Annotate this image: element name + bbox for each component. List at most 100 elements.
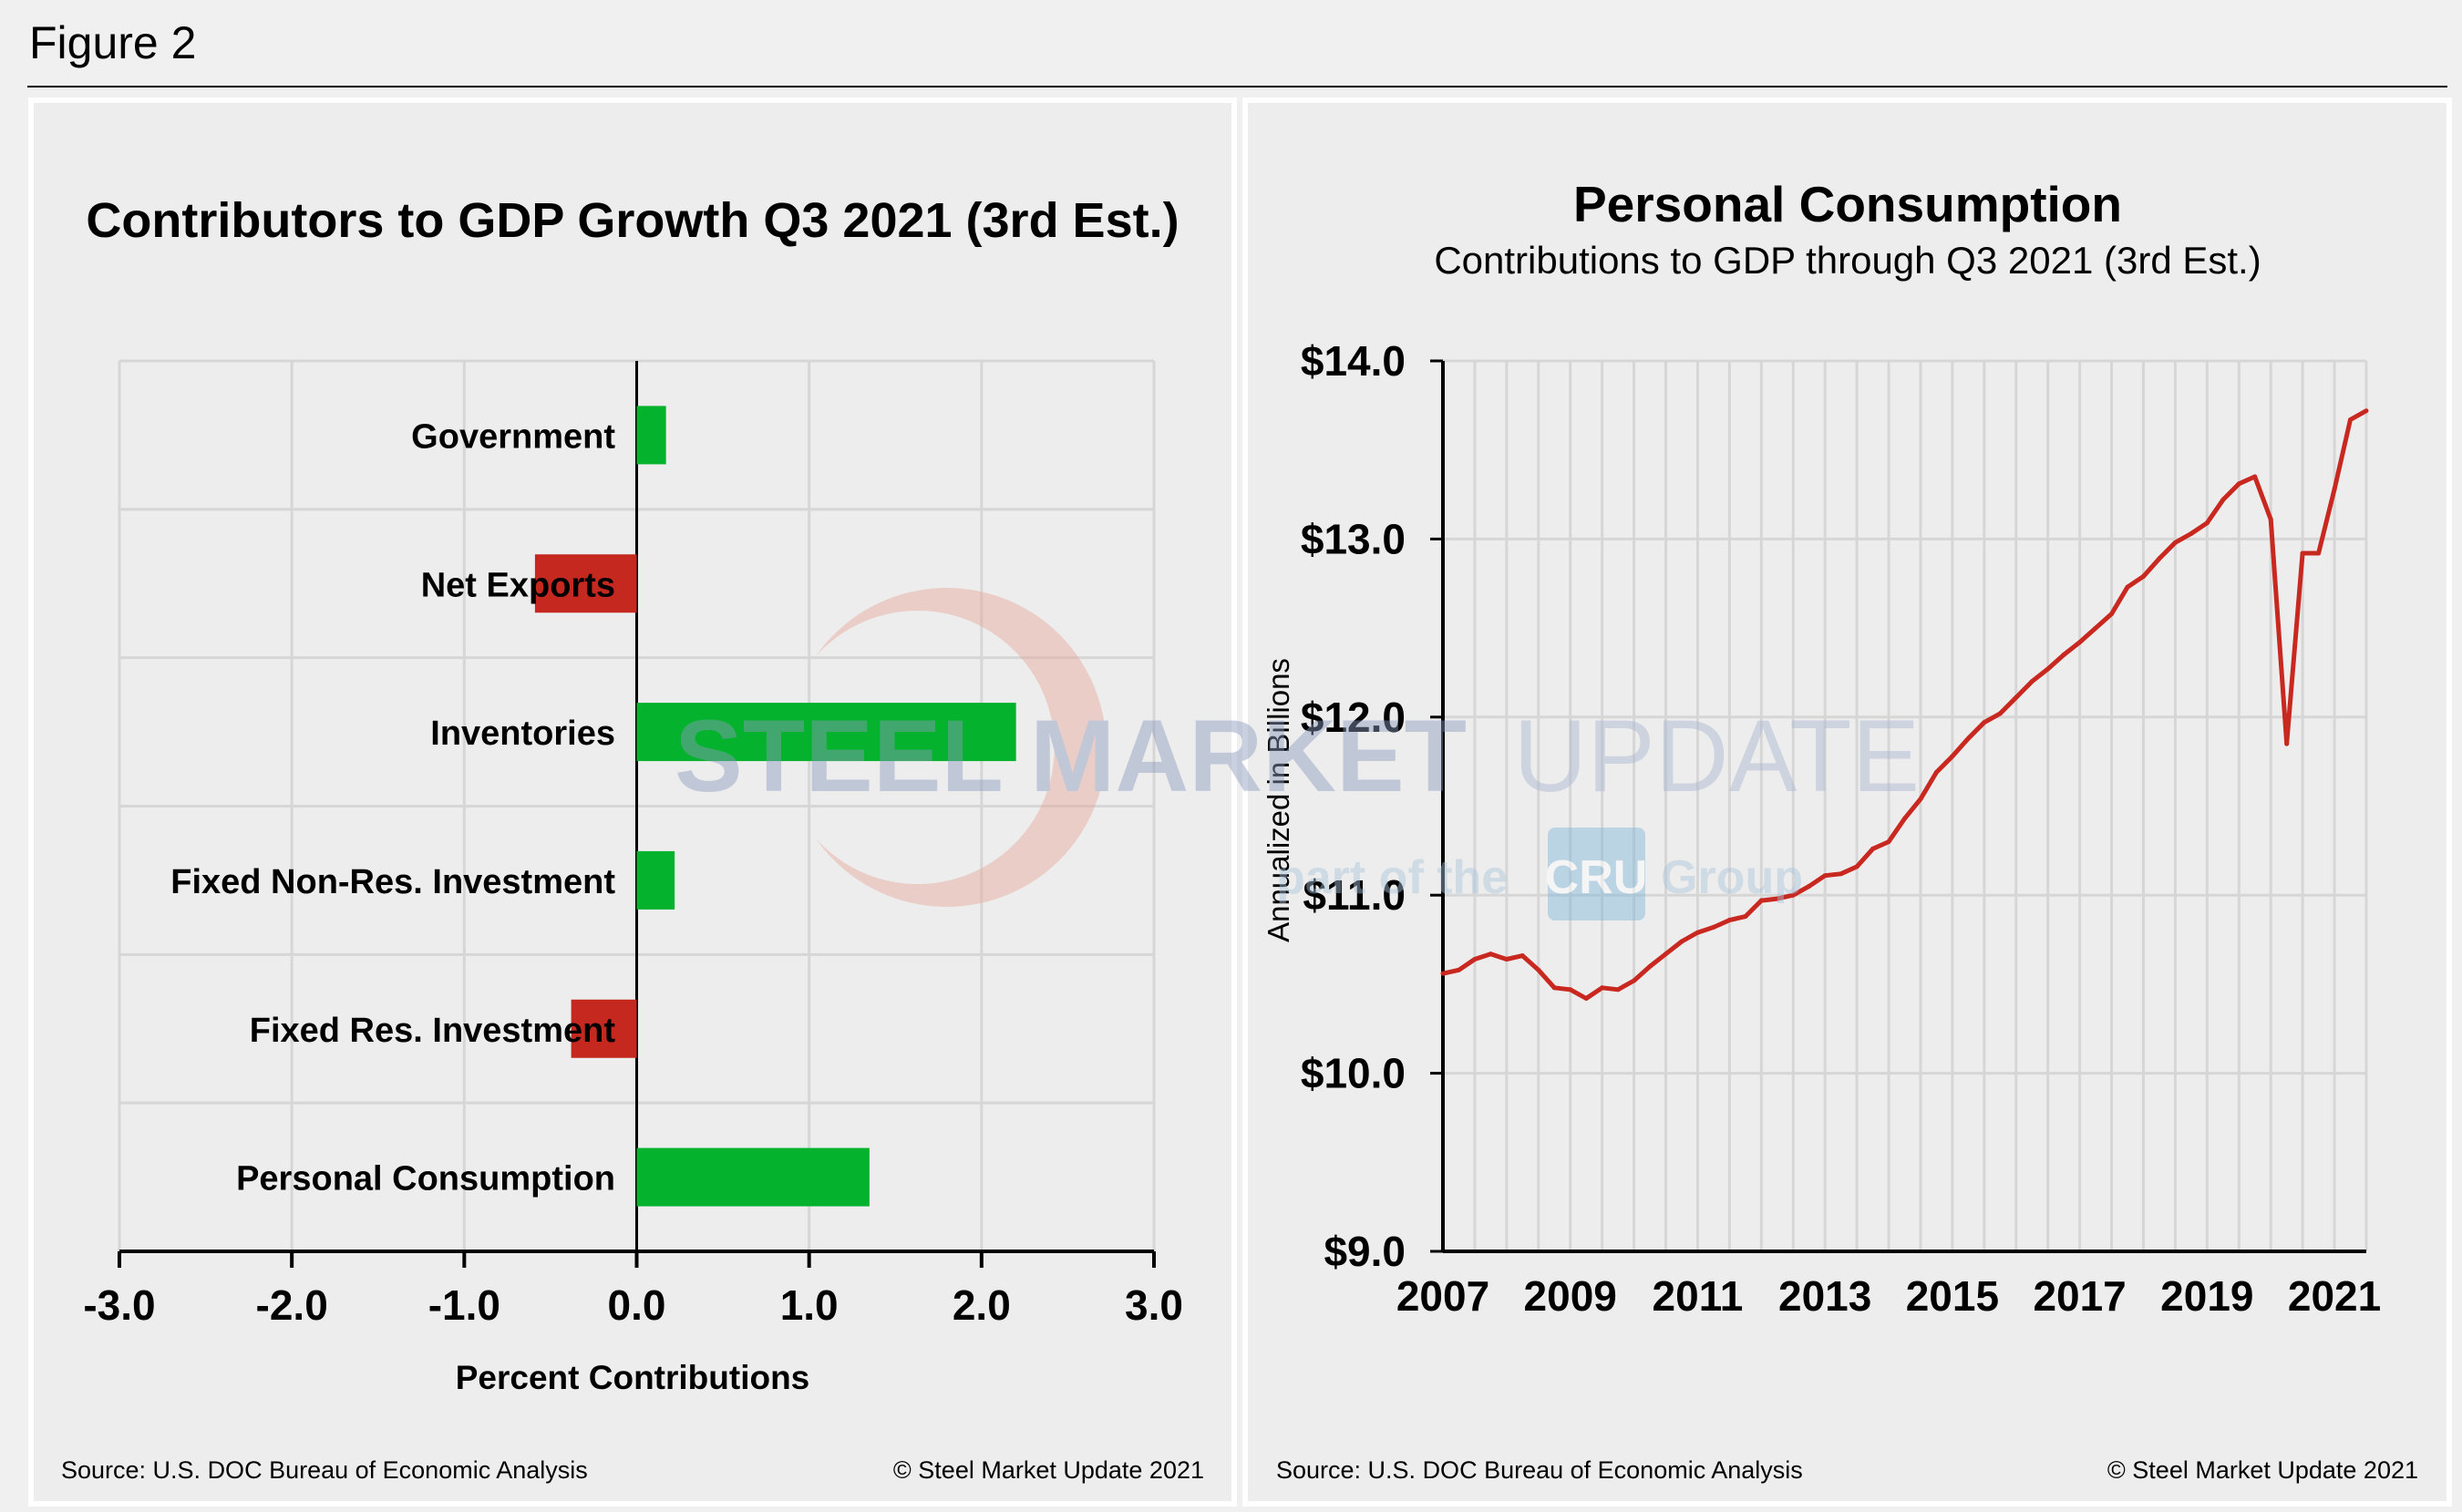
bar-fixed-res-investment	[571, 999, 637, 1058]
right-copyright: © Steel Market Update 2021	[2107, 1456, 2418, 1484]
data-point	[1568, 987, 1573, 993]
x-tick-label: 2.0	[953, 1281, 1011, 1329]
category-label: Personal Consumption	[236, 1160, 615, 1198]
data-point	[2125, 584, 2130, 590]
data-point	[2348, 417, 2354, 422]
category-label: Inventories	[430, 715, 615, 753]
data-point	[1536, 967, 1541, 972]
left-copyright: © Steel Market Update 2021	[893, 1456, 1204, 1484]
y-tick-label: $10.0	[1301, 1050, 1406, 1097]
data-point	[1965, 735, 1971, 741]
data-point	[1758, 898, 1764, 903]
y-tick-label: $12.0	[1301, 694, 1406, 741]
y-tick-label: $9.0	[1324, 1228, 1406, 1275]
data-point	[1854, 864, 1859, 869]
data-point	[1918, 797, 1923, 802]
data-point	[1822, 873, 1828, 879]
figure-label: Figure 2	[29, 17, 196, 68]
bar-inventories	[636, 703, 1016, 762]
category-label: Net Exports	[421, 566, 615, 604]
bar-chart-x-axis-label: Percent Contributions	[456, 1359, 810, 1396]
data-point	[1600, 985, 1605, 991]
data-point	[2284, 741, 2290, 746]
right-panel-frame	[1242, 98, 2452, 1507]
watermark-arc-icon	[816, 588, 1107, 907]
data-point	[1551, 985, 1557, 991]
line-chart-grid	[1443, 359, 2368, 1251]
data-point	[2029, 679, 2034, 684]
data-point	[2077, 640, 2083, 645]
data-point	[2172, 540, 2178, 545]
watermark-cru-text: CRU	[1545, 851, 1648, 904]
data-point	[2093, 625, 2098, 631]
bar-net-exports	[534, 554, 637, 613]
data-point	[1726, 918, 1732, 923]
x-tick-label: -3.0	[83, 1281, 155, 1329]
right-source: Source: U.S. DOC Bureau of Economic Anal…	[1276, 1456, 1803, 1484]
data-point	[1950, 754, 1955, 759]
watermark-subtext-b: Group	[1661, 851, 1803, 904]
data-point	[2364, 408, 2369, 414]
data-point	[2061, 652, 2066, 657]
y-tick-label: $14.0	[1301, 337, 1406, 385]
y-tick-label: $11.0	[1303, 871, 1406, 919]
left-panel: Contributors to GDP Growth Q3 2021 (3rd …	[28, 98, 1237, 1507]
data-point	[1711, 924, 1716, 930]
bar-chart-title: Contributors to GDP Growth Q3 2021 (3rd …	[86, 193, 1179, 248]
data-point	[2316, 550, 2322, 556]
x-tick-label: 2021	[2288, 1272, 2381, 1320]
data-point	[1519, 953, 1525, 959]
data-point	[2189, 531, 2194, 537]
right-panel: Personal Consumption Contributions to GD…	[1242, 98, 2452, 1507]
data-point	[1504, 957, 1509, 962]
data-point	[1456, 967, 1461, 972]
x-tick-label: -2.0	[256, 1281, 328, 1329]
data-point	[2157, 556, 2162, 561]
watermark-subtext-a: part of the	[1276, 851, 1508, 904]
data-point	[1870, 846, 1876, 851]
category-label: Government	[411, 417, 615, 456]
data-point	[1615, 987, 1621, 993]
x-tick-label: 2017	[2033, 1272, 2126, 1320]
data-point	[1839, 871, 1844, 877]
category-label: Fixed Res. Investment	[250, 1012, 616, 1050]
watermark-cru-box	[1548, 828, 1645, 921]
line-chart-points	[1440, 408, 2369, 1002]
data-point	[1695, 930, 1700, 935]
data-point	[2109, 611, 2115, 616]
data-point	[1679, 939, 1684, 944]
data-point	[1583, 996, 1589, 1002]
y-tick-label: $13.0	[1301, 515, 1406, 562]
line-chart-y-axis-label: Annualized in Billions	[1262, 658, 1295, 942]
watermark-text: STEEL MARKET UPDATE	[675, 699, 1920, 813]
x-tick-label: 2007	[1396, 1272, 1489, 1320]
bar-government	[636, 406, 666, 465]
data-point	[2204, 520, 2210, 526]
line-chart-ticks: $9.0 $10.0 $11.0 $12.0 $13.0 $14.0 2007 2009 201…	[1301, 337, 2381, 1320]
x-tick-label: 0.0	[608, 1281, 666, 1329]
data-point	[1647, 963, 1653, 969]
data-point	[2252, 474, 2258, 479]
bar-chart-x-ticks: -3.0 -2.0 -1.0 0.0 1.0 2.0 3.0	[83, 1250, 1183, 1329]
left-panel-frame	[28, 98, 1237, 1507]
data-point	[1488, 951, 1493, 957]
category-label: Fixed Non-Res. Investment	[170, 863, 615, 901]
bar-chart-category-labels: Government Net Exports Inventories Fixed No…	[170, 417, 615, 1198]
data-point	[1743, 914, 1748, 920]
data-point	[1664, 951, 1669, 957]
bar-fixed-non-res-investment	[636, 850, 675, 910]
data-point	[1790, 892, 1796, 898]
data-point	[1982, 720, 1987, 725]
left-source: Source: U.S. DOC Bureau of Economic Anal…	[61, 1456, 588, 1484]
bar-chart-grid	[118, 359, 1156, 1251]
data-point	[2014, 694, 2019, 700]
bar-personal-consumption	[636, 1147, 870, 1207]
x-tick-label: 2011	[1653, 1272, 1744, 1320]
data-point	[1997, 711, 2003, 716]
data-point	[1472, 957, 1478, 962]
line-chart-subtitle: Contributions to GDP through Q3 2021 (3r…	[1434, 239, 2261, 282]
line-chart-title: Personal Consumption	[1573, 176, 2122, 232]
x-tick-label: 2019	[2160, 1272, 2253, 1320]
data-point	[1933, 769, 1939, 775]
